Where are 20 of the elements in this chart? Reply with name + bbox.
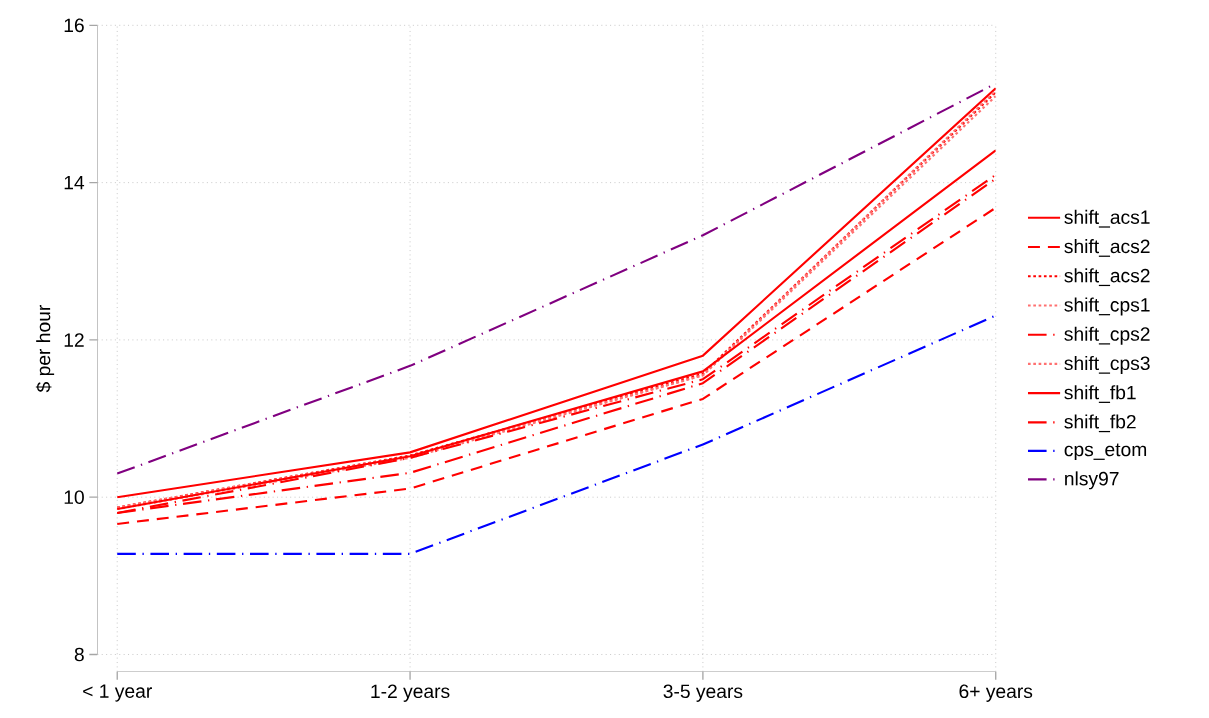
x-tick-label: 6+ years bbox=[959, 684, 1033, 702]
legend-label: shift_fb1 bbox=[1064, 384, 1136, 403]
legend-label: shift_fb2 bbox=[1064, 414, 1136, 432]
x-tick-label: 1-2 years bbox=[371, 684, 450, 702]
y-tick-label: 8 bbox=[74, 647, 84, 662]
legend-label: shift_acs1 bbox=[1064, 209, 1150, 228]
y-tick-label: 12 bbox=[64, 332, 84, 347]
legend-label: shift_cps1 bbox=[1064, 297, 1150, 316]
y-tick-label: 10 bbox=[64, 490, 84, 504]
x-tick-label: < 1 year bbox=[83, 684, 152, 702]
x-tick-label: 3-5 years bbox=[663, 684, 743, 702]
legend-label: cps_etom bbox=[1064, 443, 1147, 460]
legend-label: shift_cps2 bbox=[1064, 326, 1150, 345]
y-tick-label: 16 bbox=[64, 18, 84, 32]
legend-label: shift_acs2 bbox=[1064, 238, 1150, 257]
legend-label: nlsy97 bbox=[1065, 471, 1119, 490]
y-axis-title: $ per hour bbox=[35, 304, 55, 393]
legend-label: shift_acs2 bbox=[1064, 268, 1150, 286]
legend-label: shift_cps3 bbox=[1064, 355, 1150, 374]
y-tick-label: 14 bbox=[64, 175, 85, 190]
